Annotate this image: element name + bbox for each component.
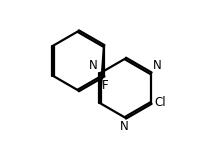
Text: N: N: [153, 59, 162, 72]
Text: Cl: Cl: [155, 97, 166, 109]
Text: N: N: [89, 59, 98, 72]
Text: N: N: [120, 120, 129, 133]
Text: F: F: [102, 79, 109, 92]
